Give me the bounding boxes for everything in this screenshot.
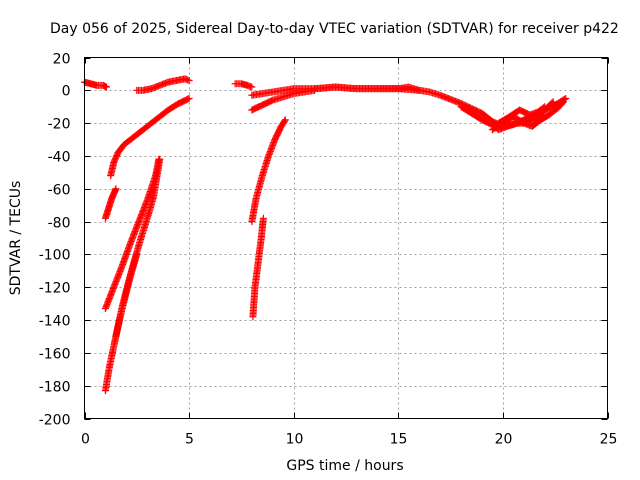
series-sat-d: [101, 185, 120, 222]
series-sat-p: [495, 103, 549, 127]
series-sat-g: [112, 155, 164, 340]
y-tick-label: -200: [39, 413, 71, 429]
data-point-markers: [112, 155, 164, 340]
x-tick-label: 10: [286, 432, 304, 448]
data-marks: [81, 75, 570, 395]
data-point-markers: [248, 116, 289, 226]
y-tick-label: -40: [48, 150, 71, 166]
y-tick-label: 20: [53, 52, 71, 68]
data-point-markers: [495, 103, 549, 127]
chart-title: Day 056 of 2025, Sidereal Day-to-day VTE…: [50, 21, 619, 37]
data-point-markers: [101, 185, 120, 222]
x-tick-label: 5: [185, 432, 194, 448]
series-sat-c: [107, 95, 193, 180]
y-tick-label: -160: [39, 347, 71, 363]
y-tick-label: -180: [39, 380, 71, 396]
y-tick-label: -80: [48, 216, 71, 232]
series-sat-b: [133, 75, 193, 94]
y-axis-title: SDTVAR / TECUs: [8, 181, 24, 296]
x-tick-label: 0: [81, 432, 90, 448]
y-tick-label: -120: [39, 281, 71, 297]
x-tick-label: 25: [600, 432, 618, 448]
x-tick-labels: 0 5 10 15 20 25: [81, 432, 617, 448]
data-point-markers: [133, 75, 193, 94]
y-tick-label: -140: [39, 314, 71, 330]
series-sat-j: [249, 214, 267, 321]
data-point-markers: [101, 155, 163, 313]
y-tick-label: -20: [48, 117, 71, 133]
ticks: [84, 57, 609, 420]
y-tick-label: -60: [48, 183, 71, 199]
x-axis-title: GPS time / hours: [286, 458, 403, 474]
series-sat-i: [248, 116, 289, 226]
x-tick-label: 20: [495, 432, 513, 448]
data-point-markers: [249, 214, 267, 321]
series-sat-h: [231, 80, 256, 91]
x-tick-label: 15: [390, 432, 408, 448]
y-tick-labels: 20 0 -20 -40 -60 -80 -100 -120 -140 -160 -180 -200: [39, 52, 71, 429]
series-sat-e: [101, 155, 163, 313]
data-point-markers: [231, 80, 256, 91]
plot-frame: [84, 57, 608, 419]
data-point-markers: [107, 95, 193, 180]
y-tick-label: -100: [39, 248, 71, 264]
y-tick-label: 0: [62, 84, 71, 100]
